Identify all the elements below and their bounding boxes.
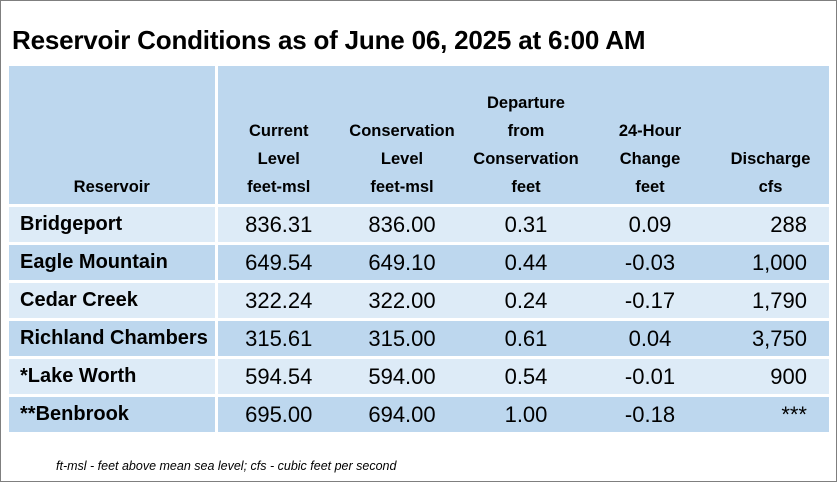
discharge: 288 (712, 205, 829, 245)
header-reservoir: Reservoir (9, 66, 218, 207)
discharge: 3,750 (712, 319, 829, 359)
discharge: *** (712, 395, 829, 435)
conservation-level: 594.00 (340, 357, 464, 397)
conservation-level: 694.00 (340, 395, 464, 435)
departure: 1.00 (464, 395, 588, 435)
current-level: 695.00 (216, 395, 340, 435)
footnote: ft-msl - feet above mean sea level; cfs … (56, 459, 397, 473)
change-24h: 0.09 (588, 205, 712, 245)
reservoir-name: Richland Chambers (9, 319, 218, 359)
departure: 0.24 (464, 281, 588, 321)
header-current-level: Current Level feet-msl (216, 66, 340, 207)
header-discharge: Discharge cfs (712, 66, 829, 207)
header-departure: Departure from Conservation feet (464, 66, 588, 207)
change-24h: 0.04 (588, 319, 712, 359)
current-level: 315.61 (216, 319, 340, 359)
current-level: 594.54 (216, 357, 340, 397)
conservation-level: 315.00 (340, 319, 464, 359)
conservation-level: 322.00 (340, 281, 464, 321)
header-row: Reservoir Current Level feet-msl Conserv… (9, 66, 829, 207)
current-level: 836.31 (216, 205, 340, 245)
reservoir-name: *Lake Worth (9, 357, 218, 397)
conservation-level: 836.00 (340, 205, 464, 245)
page-title: Reservoir Conditions as of June 06, 2025… (12, 25, 646, 55)
change-24h: -0.01 (588, 357, 712, 397)
departure: 0.44 (464, 243, 588, 283)
departure: 0.61 (464, 319, 588, 359)
conservation-level: 649.10 (340, 243, 464, 283)
reservoir-name: **Benbrook (9, 395, 218, 435)
change-24h: -0.18 (588, 395, 712, 435)
reservoir-name: Eagle Mountain (9, 243, 218, 283)
header-24-hour-change: 24-Hour Change feet (588, 66, 712, 207)
reservoir-name: Cedar Creek (9, 281, 218, 321)
table-row: Eagle Mountain 649.54 649.10 0.44 -0.03 … (9, 243, 829, 283)
change-24h: -0.03 (588, 243, 712, 283)
reservoir-name: Bridgeport (9, 205, 218, 245)
table-row: **Benbrook 695.00 694.00 1.00 -0.18 *** (9, 395, 829, 435)
discharge: 1,000 (712, 243, 829, 283)
discharge: 900 (712, 357, 829, 397)
current-level: 649.54 (216, 243, 340, 283)
reservoir-table: Reservoir Current Level feet-msl Conserv… (9, 66, 829, 435)
table-row: *Lake Worth 594.54 594.00 0.54 -0.01 900 (9, 357, 829, 397)
current-level: 322.24 (216, 281, 340, 321)
table-row: Bridgeport 836.31 836.00 0.31 0.09 288 (9, 205, 829, 245)
header-conservation-level: Conservation Level feet-msl (340, 66, 464, 207)
table-row: Cedar Creek 322.24 322.00 0.24 -0.17 1,7… (9, 281, 829, 321)
discharge: 1,790 (712, 281, 829, 321)
table-row: Richland Chambers 315.61 315.00 0.61 0.0… (9, 319, 829, 359)
departure: 0.54 (464, 357, 588, 397)
departure: 0.31 (464, 205, 588, 245)
change-24h: -0.17 (588, 281, 712, 321)
